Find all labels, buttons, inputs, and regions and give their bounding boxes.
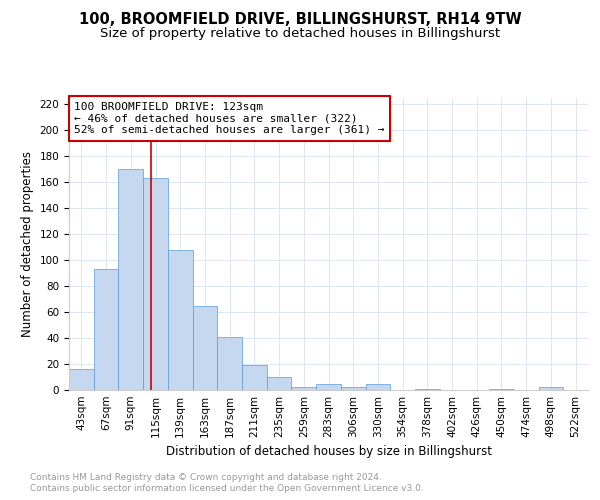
Text: 100, BROOMFIELD DRIVE, BILLINGSHURST, RH14 9TW: 100, BROOMFIELD DRIVE, BILLINGSHURST, RH… bbox=[79, 12, 521, 28]
Text: Contains HM Land Registry data © Crown copyright and database right 2024.: Contains HM Land Registry data © Crown c… bbox=[30, 472, 382, 482]
Bar bbox=[118, 169, 143, 390]
Bar bbox=[94, 269, 118, 390]
Bar bbox=[316, 384, 341, 390]
Text: 100 BROOMFIELD DRIVE: 123sqm
← 46% of detached houses are smaller (322)
52% of s: 100 BROOMFIELD DRIVE: 123sqm ← 46% of de… bbox=[74, 102, 385, 135]
X-axis label: Distribution of detached houses by size in Billingshurst: Distribution of detached houses by size … bbox=[166, 446, 491, 458]
Bar bbox=[217, 336, 242, 390]
Bar bbox=[69, 369, 94, 390]
Bar bbox=[168, 250, 193, 390]
Bar bbox=[341, 388, 365, 390]
Bar bbox=[415, 388, 440, 390]
Bar bbox=[242, 366, 267, 390]
Bar bbox=[193, 306, 217, 390]
Bar bbox=[143, 178, 168, 390]
Text: Contains public sector information licensed under the Open Government Licence v3: Contains public sector information licen… bbox=[30, 484, 424, 493]
Y-axis label: Number of detached properties: Number of detached properties bbox=[21, 151, 34, 337]
Bar bbox=[489, 388, 514, 390]
Bar bbox=[267, 377, 292, 390]
Bar bbox=[365, 384, 390, 390]
Text: Size of property relative to detached houses in Billingshurst: Size of property relative to detached ho… bbox=[100, 28, 500, 40]
Bar bbox=[539, 388, 563, 390]
Bar bbox=[292, 388, 316, 390]
